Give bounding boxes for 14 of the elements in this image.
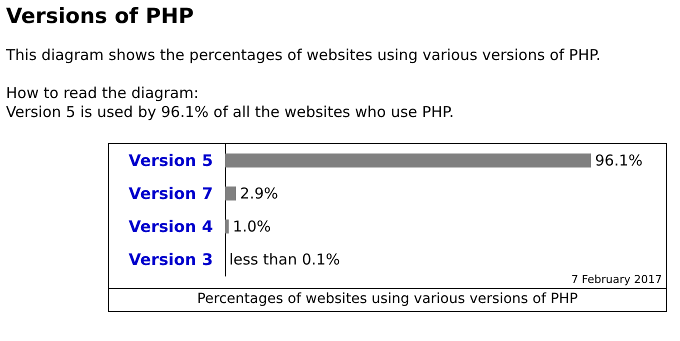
data-label: 1.0%: [232, 218, 271, 236]
x-axis-title: Percentages of websites using various versions of PHP: [108, 288, 667, 312]
text: Version 5 is used by 96.1% of all the websites who use PHP.: [6, 103, 454, 121]
y-tick-label: Version 3: [128, 250, 213, 269]
data-label: less than 0.1%: [229, 250, 340, 268]
y-tick-label: Version 4: [128, 217, 213, 236]
annotation: 7 February 2017: [571, 273, 662, 286]
chart-subtitle: This diagram shows the percentages of websites using various versions of PHP.: [6, 46, 601, 64]
text: How to read the diagram:: [6, 84, 199, 102]
data-label: 2.9%: [240, 184, 278, 202]
chart-title: Versions of PHP: [6, 4, 194, 28]
data-label: 96.1%: [595, 152, 643, 170]
y-tick-label: Version 5: [128, 151, 213, 170]
y-tick-label: Version 7: [128, 184, 213, 203]
